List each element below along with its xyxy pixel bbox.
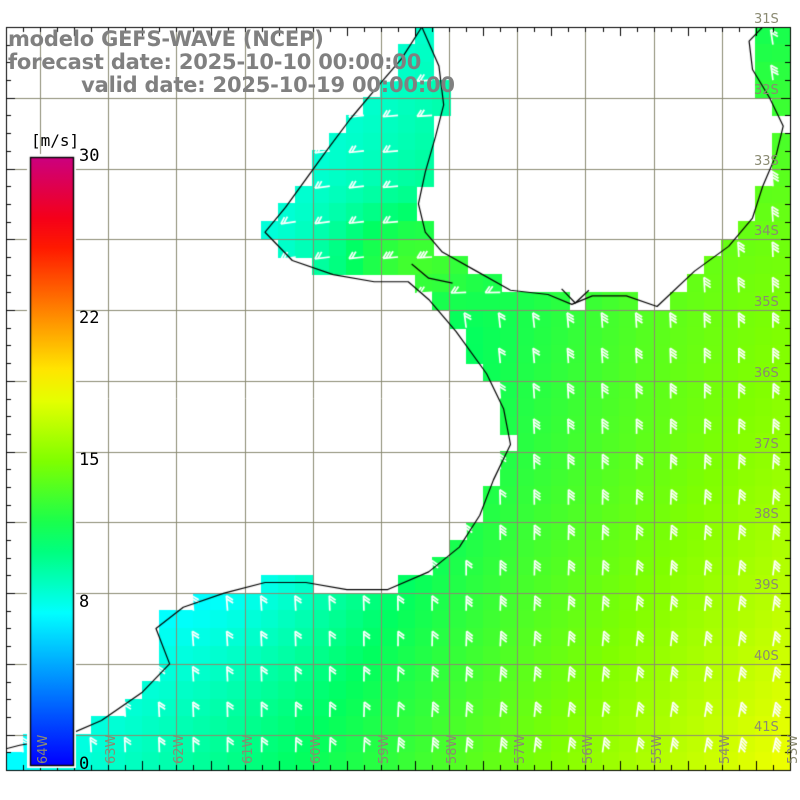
lon-label-53W: 53W <box>786 734 800 764</box>
lon-label-59W: 59W <box>376 734 392 764</box>
colorbar-tick-8: 8 <box>79 591 90 612</box>
lon-label-60W: 60W <box>308 734 324 764</box>
lon-label-56W: 56W <box>581 734 597 764</box>
lat-label-34S: 34S <box>754 224 779 240</box>
lat-label-41S: 41S <box>754 719 779 735</box>
lon-label-63W: 63W <box>104 734 120 764</box>
lat-label-32S: 32S <box>754 82 779 98</box>
colorbar-units-label: [m/s] <box>31 131 80 150</box>
colorbar-tick-15: 15 <box>79 450 100 470</box>
lat-label-39S: 39S <box>754 578 779 594</box>
lat-label-40S: 40S <box>754 648 779 664</box>
colorbar-tick-0: 0 <box>79 754 90 774</box>
lon-label-54W: 54W <box>717 734 733 764</box>
colorbar-tick-22: 22 <box>79 308 100 329</box>
lat-label-35S: 35S <box>754 295 779 311</box>
lon-label-55W: 55W <box>649 734 665 764</box>
lat-label-31S: 31S <box>754 12 779 27</box>
lat-label-36S: 36S <box>754 365 779 381</box>
lon-label-62W: 62W <box>172 734 188 764</box>
lat-label-38S: 38S <box>754 507 779 523</box>
lon-label-64W: 64W <box>36 734 52 764</box>
lat-label-33S: 33S <box>754 153 779 169</box>
lon-label-61W: 61W <box>240 734 256 764</box>
lon-label-58W: 58W <box>445 734 461 764</box>
lat-label-37S: 37S <box>754 436 779 452</box>
lon-label-57W: 57W <box>513 734 529 764</box>
colorbar-tick-30: 30 <box>79 146 100 166</box>
